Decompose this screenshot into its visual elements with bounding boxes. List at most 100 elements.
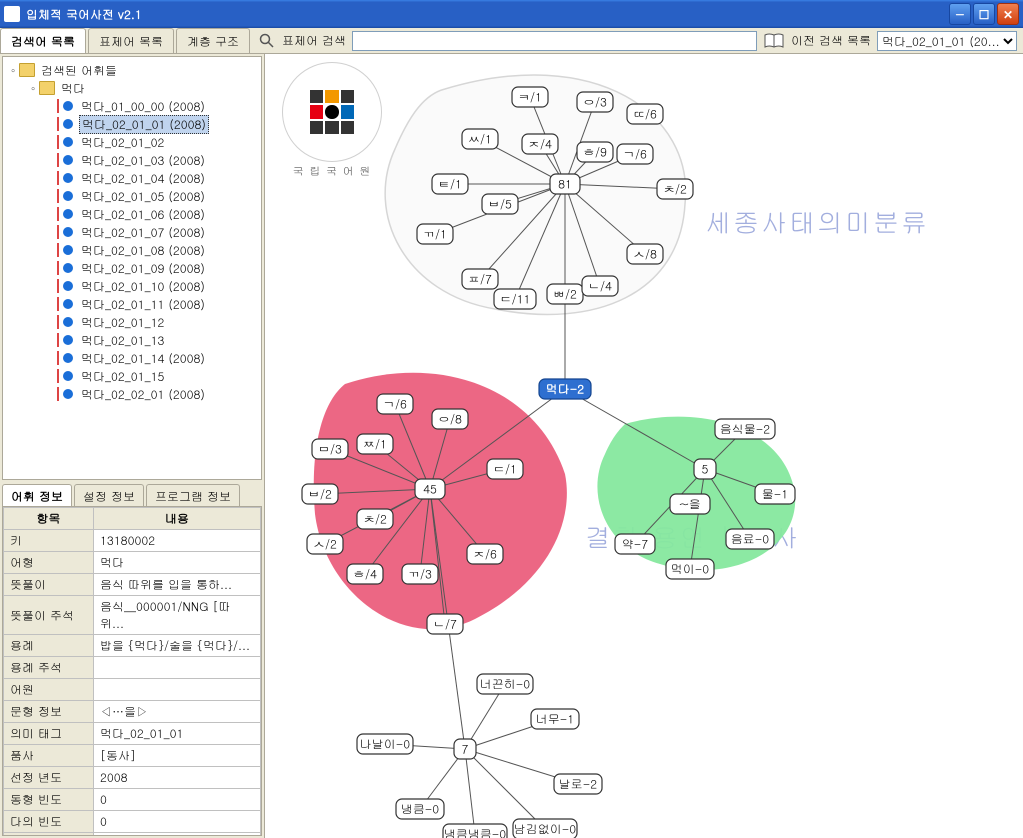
graph-node[interactable]: ㅎ/4: [347, 564, 383, 584]
graph-node[interactable]: 냉큼-0: [396, 799, 444, 819]
graph-node[interactable]: 45: [415, 479, 445, 499]
minimize-button[interactable]: −: [949, 3, 971, 25]
graph-panel[interactable]: 국 립 국 어 원 세종사태의미분류 결합 용언 | 부사 먹다-281ㅋ/1ㅇ…: [265, 54, 1023, 838]
graph-node[interactable]: 81: [550, 174, 580, 194]
svg-text:먹이-0: 먹이-0: [671, 561, 710, 578]
graph-node[interactable]: ㄴ/4: [582, 276, 618, 296]
graph-node[interactable]: 5: [694, 459, 716, 479]
graph-node[interactable]: 너무-1: [531, 709, 579, 729]
tree-row[interactable]: 먹다_02_01_07 (2008): [5, 223, 259, 241]
graph-node[interactable]: ㄱ/6: [377, 394, 413, 414]
tree-row[interactable]: 먹다_02_01_09 (2008): [5, 259, 259, 277]
tree-row[interactable]: 먹다_02_02_01 (2008): [5, 385, 259, 403]
graph-node[interactable]: ㄸ/6: [627, 104, 663, 124]
graph-node[interactable]: ㄴ/7: [427, 614, 463, 634]
table-row[interactable]: 의미 태그먹다_02_01_01: [4, 723, 261, 745]
table-row[interactable]: 문형 정보◁…을▷: [4, 701, 261, 723]
tree-row[interactable]: 먹다_02_01_04 (2008): [5, 169, 259, 187]
table-row[interactable]: 뜻풀이음식 따위를 입을 통하...: [4, 574, 261, 596]
tree-row[interactable]: 먹다_02_01_08 (2008): [5, 241, 259, 259]
tree-row[interactable]: ◦먹다: [5, 79, 259, 97]
svg-text:ㅊ/2: ㅊ/2: [663, 181, 687, 198]
graph-node[interactable]: ㄷ/1: [487, 459, 523, 479]
tree-row[interactable]: 먹다_02_01_02: [5, 133, 259, 151]
table-row[interactable]: 세종사태의미...81: [4, 833, 261, 837]
graph-node[interactable]: 물-1: [755, 484, 795, 504]
table-row[interactable]: 어원: [4, 679, 261, 701]
tree-row[interactable]: 먹다_02_01_15: [5, 367, 259, 385]
svg-text:ㅁ/3: ㅁ/3: [318, 441, 342, 458]
graph-node[interactable]: ㅅ/2: [307, 534, 343, 554]
graph-node[interactable]: ㅅ/8: [627, 244, 663, 264]
graph-node[interactable]: ㅁ/3: [312, 439, 348, 459]
search-input[interactable]: [352, 31, 757, 51]
maximize-button[interactable]: ☐: [973, 3, 995, 25]
graph-node[interactable]: ㅂ/2: [302, 484, 338, 504]
graph-node[interactable]: ㅋ/1: [512, 87, 548, 107]
folder-icon: [19, 63, 35, 77]
property-panel[interactable]: 항목 내용 키13180002어형먹다뜻풀이음식 따위를 입을 통하...뜻풀이…: [2, 506, 262, 836]
bottom-tab[interactable]: 설정 정보: [74, 484, 144, 506]
graph-node[interactable]: 먹다-2: [539, 379, 591, 399]
top-tab[interactable]: 표제어 목록: [88, 28, 174, 53]
graph-node[interactable]: 남김없이-0: [513, 819, 577, 838]
tree-row[interactable]: 먹다_02_01_12: [5, 313, 259, 331]
top-tab[interactable]: 계층 구조: [176, 28, 250, 53]
svg-text:45: 45: [423, 481, 437, 498]
table-row[interactable]: 용례 주석: [4, 657, 261, 679]
tree-row[interactable]: ◦검색된 어휘들: [5, 61, 259, 79]
graph-node[interactable]: ㅈ/6: [467, 544, 503, 564]
graph-node[interactable]: 먹이-0: [666, 559, 714, 579]
graph-node[interactable]: ㅆ/1: [462, 129, 498, 149]
graph-node[interactable]: ㅍ/7: [462, 269, 498, 289]
graph-node[interactable]: ㄷ/11: [494, 289, 536, 309]
bottom-tab[interactable]: 어휘 정보: [2, 484, 72, 506]
graph-node[interactable]: 음료-0: [726, 529, 774, 549]
tree-row[interactable]: 먹다_02_01_03 (2008): [5, 151, 259, 169]
graph-node[interactable]: ㅇ/3: [577, 92, 613, 112]
node-icon: [63, 299, 73, 309]
table-row[interactable]: 품사[동사]: [4, 745, 261, 767]
table-row[interactable]: 키13180002: [4, 530, 261, 552]
graph-node[interactable]: 약-7: [615, 534, 655, 554]
graph-node[interactable]: 냉큼냉큼-0: [443, 824, 507, 838]
graph-node[interactable]: ㄲ/1: [417, 224, 453, 244]
graph-node[interactable]: ㅎ/9: [577, 142, 613, 162]
table-row[interactable]: 선정 년도2008: [4, 767, 261, 789]
graph-node[interactable]: 7: [454, 739, 476, 759]
table-row[interactable]: 용례밥을 {먹다}/술을 {먹다}/...: [4, 635, 261, 657]
tree-row[interactable]: 먹다_02_01_11 (2008): [5, 295, 259, 313]
bottom-tab[interactable]: 프로그램 정보: [146, 484, 240, 506]
prop-header-val: 내용: [94, 508, 261, 530]
table-row[interactable]: 뜻풀이 주석음식__000001/NNG [따위...: [4, 596, 261, 635]
graph-node[interactable]: 나날이-0: [357, 734, 413, 754]
graph-node[interactable]: ㅌ/1: [432, 174, 468, 194]
table-row[interactable]: 동형 빈도0: [4, 789, 261, 811]
graph-node[interactable]: ㅂ/5: [482, 194, 518, 214]
graph-node[interactable]: 너끈히-0: [477, 674, 533, 694]
graph-node[interactable]: ㅇ/8: [432, 409, 468, 429]
graph-node[interactable]: ㅈ/4: [522, 134, 558, 154]
tree-row[interactable]: 먹다_02_01_01 (2008): [5, 115, 259, 133]
tree-row[interactable]: 먹다_02_01_14 (2008): [5, 349, 259, 367]
tree-panel[interactable]: ◦검색된 어휘들◦먹다먹다_01_00_00 (2008)먹다_02_01_01…: [2, 56, 262, 480]
tree-row[interactable]: 먹다_02_01_10 (2008): [5, 277, 259, 295]
tree-row[interactable]: 먹다_01_00_00 (2008): [5, 97, 259, 115]
graph-node[interactable]: ㅃ/2: [547, 284, 583, 304]
table-row[interactable]: 다의 빈도0: [4, 811, 261, 833]
close-button[interactable]: ✕: [997, 3, 1019, 25]
graph-node[interactable]: ~을: [670, 494, 710, 514]
tree-row[interactable]: 먹다_02_01_06 (2008): [5, 205, 259, 223]
graph-node[interactable]: 음식물-2: [715, 419, 775, 439]
graph-node[interactable]: ㅊ/2: [357, 509, 393, 529]
graph-node[interactable]: ㄱ/6: [617, 144, 653, 164]
top-tab[interactable]: 검색어 목록: [0, 28, 86, 53]
tree-row[interactable]: 먹다_02_01_13: [5, 331, 259, 349]
graph-node[interactable]: 날로-2: [554, 774, 602, 794]
graph-node[interactable]: ㅉ/1: [357, 434, 393, 454]
history-select[interactable]: 먹다_02_01_01 (20...: [877, 31, 1017, 51]
graph-node[interactable]: ㅊ/2: [657, 179, 693, 199]
tree-row[interactable]: 먹다_02_01_05 (2008): [5, 187, 259, 205]
graph-node[interactable]: ㄲ/3: [402, 564, 438, 584]
table-row[interactable]: 어형먹다: [4, 552, 261, 574]
